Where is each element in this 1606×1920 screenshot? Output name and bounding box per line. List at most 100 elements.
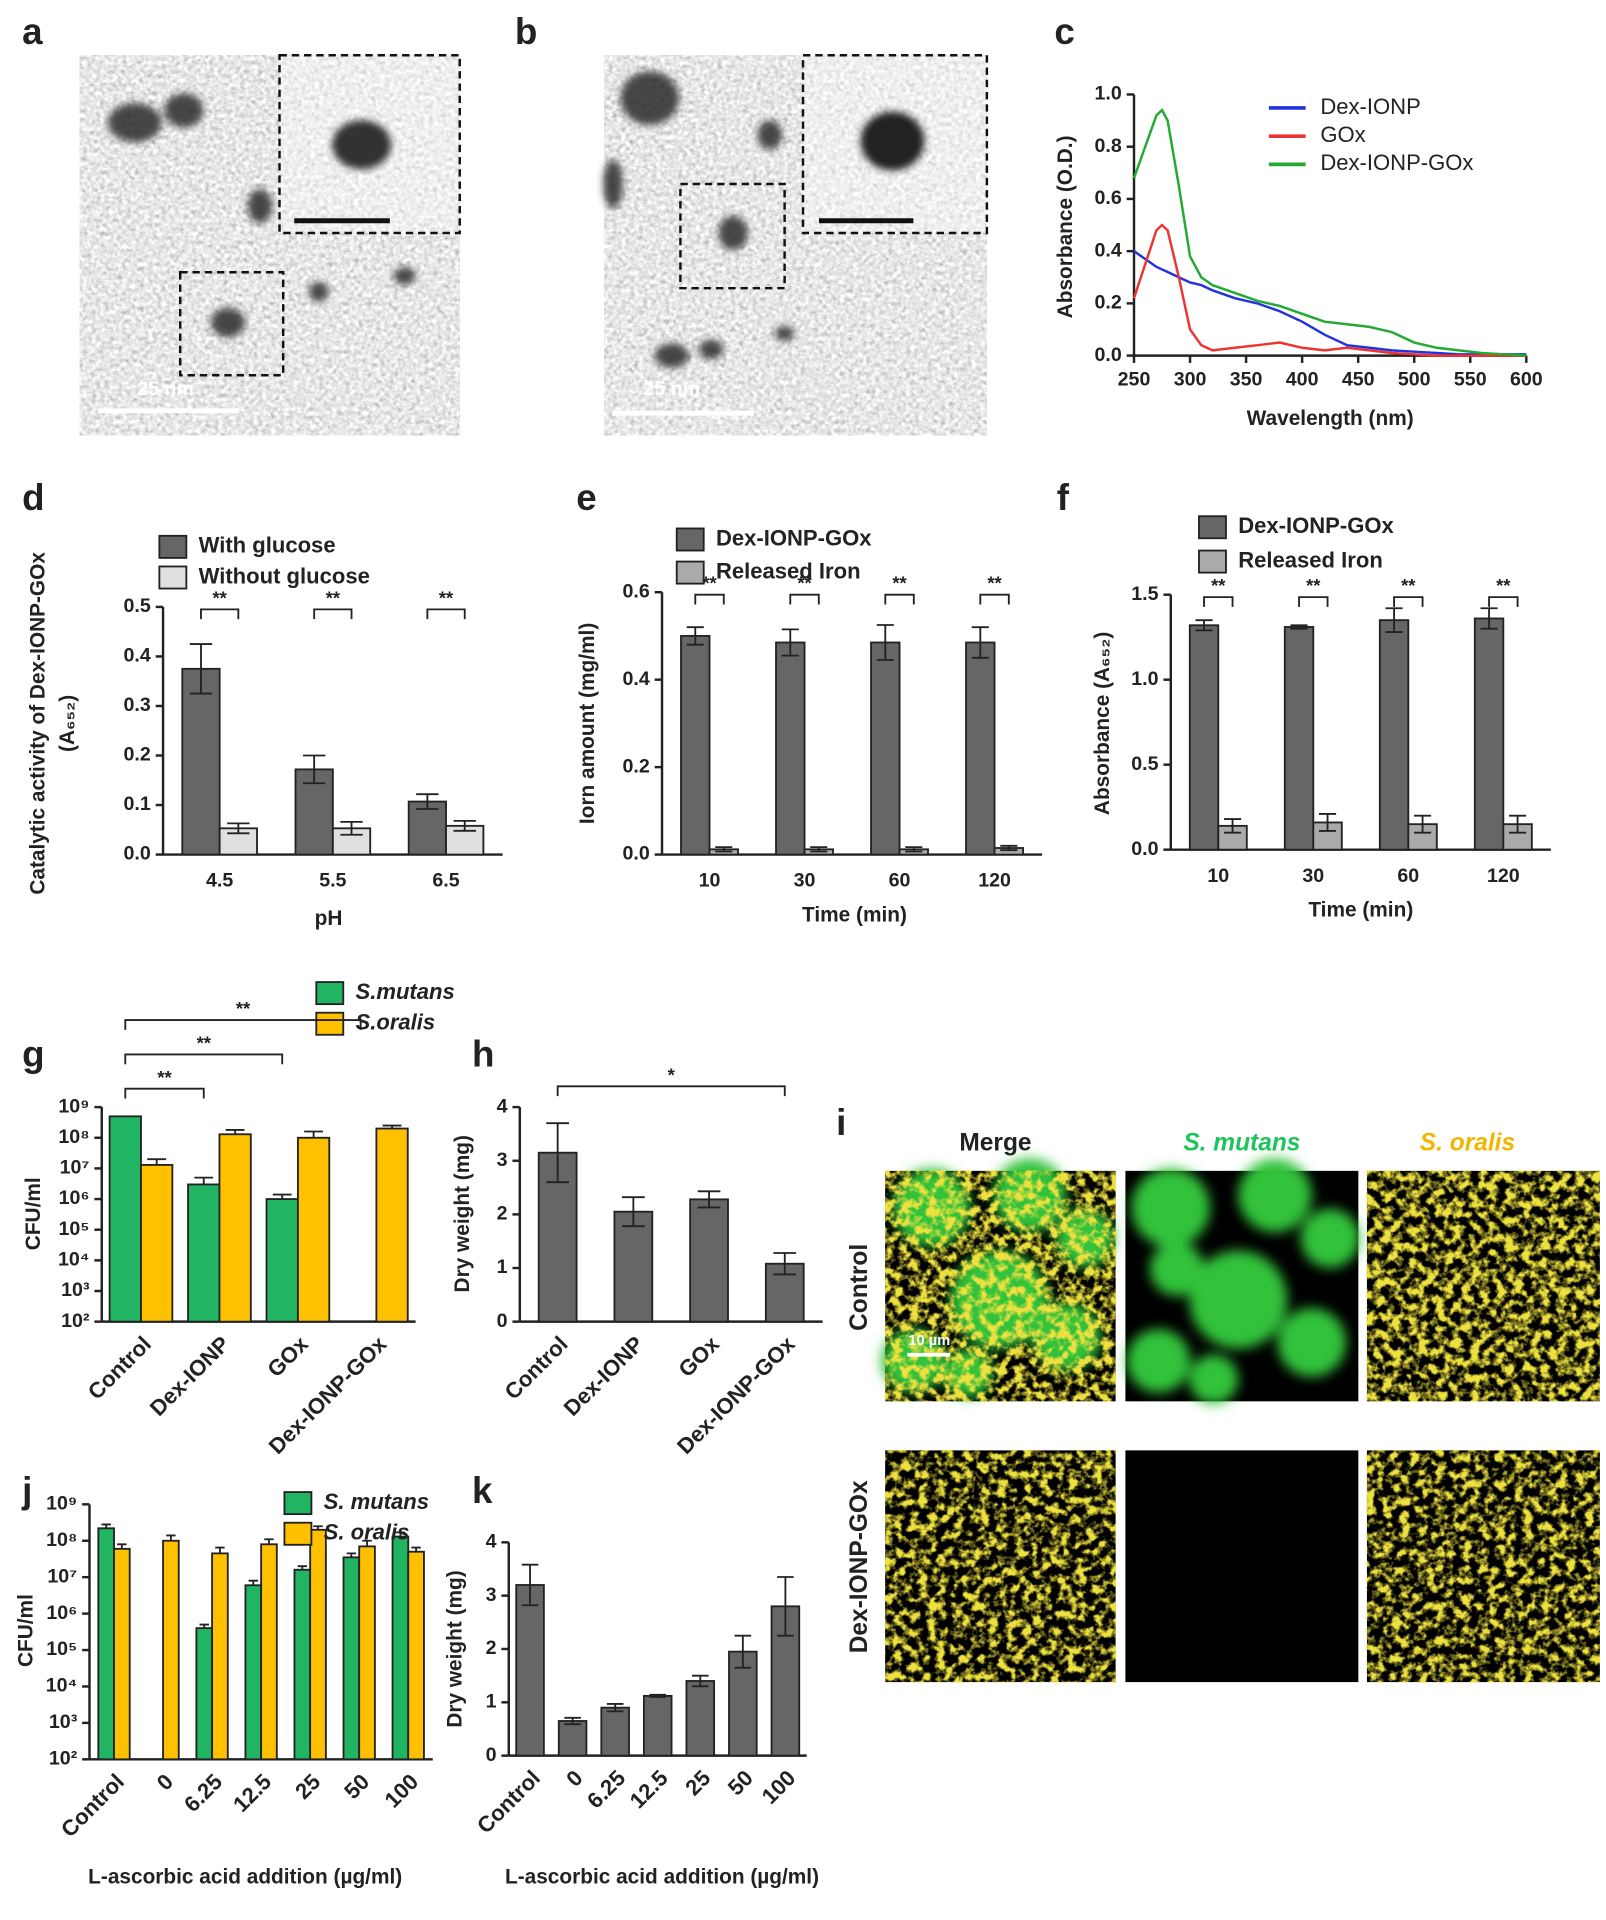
- x-axis-label: L-ascorbic acid addition (µg/ml): [505, 1866, 819, 1889]
- y-tick-label: 10⁹: [46, 1493, 77, 1515]
- significance-bracket: [124, 1087, 205, 1099]
- y-tick-label: 0.6: [622, 580, 649, 602]
- x-tick-label: 100: [380, 1769, 424, 1813]
- y-tick-label: 0.5: [1131, 753, 1158, 775]
- error-bar: [272, 1193, 292, 1200]
- series-line: [1133, 250, 1527, 356]
- significance-bracket: [313, 608, 353, 620]
- y-tick-label: 0.8: [1094, 135, 1121, 157]
- y-tick-label: 3: [497, 1149, 508, 1171]
- x-axis-label: Wavelength (nm): [1247, 407, 1414, 430]
- error-bar: [304, 1130, 324, 1138]
- error-bar: [715, 846, 733, 853]
- error-bar: [1385, 607, 1403, 633]
- y-tick-label: 1: [486, 1691, 497, 1713]
- legend-label: S.oralis: [356, 1010, 436, 1035]
- error-bar: [905, 846, 923, 853]
- significance-label: **: [1496, 575, 1511, 596]
- panel-label: j: [21, 1470, 32, 1511]
- bar: [965, 641, 996, 856]
- y-tick-label: 4: [486, 1531, 497, 1553]
- y-tick-label: 0.4: [622, 668, 649, 690]
- bar: [358, 1545, 376, 1761]
- error-bar: [564, 1716, 581, 1726]
- y-tick-label: 10⁴: [58, 1249, 90, 1271]
- legend-swatch: [1198, 549, 1227, 574]
- bar: [685, 1680, 716, 1757]
- y-axis-label: Iorn amount (mg/ml): [576, 623, 599, 824]
- y-tick-label: 0.6: [1094, 187, 1121, 209]
- row-label: Dex-IONP-GOx: [846, 1480, 873, 1653]
- y-axis-label: Absorbance (A₆₅₂): [1091, 632, 1114, 815]
- legend-swatch: [315, 1011, 345, 1036]
- error-bar: [649, 1693, 667, 1698]
- legend-label: S. oralis: [324, 1520, 410, 1545]
- x-tick-label: Control: [472, 1765, 545, 1838]
- bar: [613, 1210, 654, 1323]
- x-tick-label: 12.5: [625, 1765, 673, 1813]
- panel-label: b: [515, 11, 537, 52]
- error-bar: [199, 1623, 209, 1629]
- bar: [162, 1539, 180, 1761]
- legend-swatch: [1198, 515, 1227, 540]
- x-tick-label: 10: [1207, 865, 1229, 887]
- y-axis-label: Dry weight (mg): [444, 1570, 467, 1727]
- x-tick-label: 600: [1510, 368, 1543, 390]
- significance-label: *: [668, 1064, 676, 1085]
- y-tick-label: 4: [497, 1095, 508, 1117]
- legend-label: Dex-IONP-GOx: [1320, 150, 1473, 175]
- micrograph-a: a 25 nm: [22, 11, 461, 436]
- column-label: S. oralis: [1420, 1129, 1515, 1156]
- x-tick-label: 30: [1302, 865, 1324, 887]
- x-axis-label: pH: [315, 907, 343, 930]
- significance-bracket: [1203, 596, 1234, 607]
- x-tick-label: 550: [1454, 368, 1487, 390]
- legend-label: Dex-IONP: [1320, 94, 1420, 119]
- bar: [642, 1694, 673, 1757]
- x-tick-label: 60: [1397, 865, 1419, 887]
- confocal-grid: i Merge S. mutans S. oralis Control Dex-…: [836, 1102, 1600, 1683]
- significance-bracket: [556, 1085, 786, 1097]
- error-bar: [382, 1124, 402, 1129]
- bar: [557, 1720, 588, 1757]
- x-tick-label: 500: [1398, 368, 1431, 390]
- significance-label: **: [157, 1067, 172, 1088]
- series-line: [1132, 108, 1527, 357]
- bar: [870, 641, 901, 856]
- error-bar: [1509, 814, 1527, 834]
- x-tick-label: 6.25: [582, 1765, 630, 1813]
- error-bar: [194, 1176, 214, 1185]
- y-tick-label: 2: [497, 1203, 508, 1225]
- significance-bracket: [124, 1019, 362, 1030]
- y-axis-label: Dry weight (mg): [451, 1135, 474, 1292]
- error-bar: [697, 1190, 721, 1209]
- bar: [97, 1527, 115, 1761]
- y-tick-label: 0: [486, 1744, 497, 1766]
- x-tick-label: 0: [152, 1769, 178, 1795]
- significance-label: **: [1401, 575, 1416, 596]
- significance-bracket: [884, 593, 915, 605]
- panel-label: h: [472, 1034, 494, 1075]
- y-tick-label: 10⁶: [46, 1602, 77, 1624]
- x-tick-label: 50: [339, 1769, 374, 1804]
- error-bar: [362, 1539, 372, 1547]
- y-tick-label: 0.0: [1131, 838, 1158, 860]
- bar: [1283, 626, 1315, 851]
- x-tick-label: 6.5: [432, 870, 459, 892]
- scale-bar-label: 10 µm: [908, 1333, 950, 1349]
- x-tick-label: 120: [1487, 865, 1520, 887]
- x-tick-label: Dex-IONP: [559, 1331, 649, 1421]
- y-axis-label: CFU/ml: [14, 1594, 37, 1667]
- error-bar: [302, 754, 326, 785]
- error-bar: [1290, 624, 1308, 630]
- bar: [211, 1552, 229, 1761]
- y-axis-label: Catalytic activity of Dex-IONP-GOx: [27, 552, 50, 895]
- legend-label: S.mutans: [356, 979, 455, 1004]
- legend-label: GOx: [1320, 122, 1365, 147]
- x-tick-label: 10: [699, 870, 721, 892]
- significance-label: **: [212, 587, 227, 608]
- bar: [391, 1535, 410, 1761]
- error-bar: [453, 819, 476, 832]
